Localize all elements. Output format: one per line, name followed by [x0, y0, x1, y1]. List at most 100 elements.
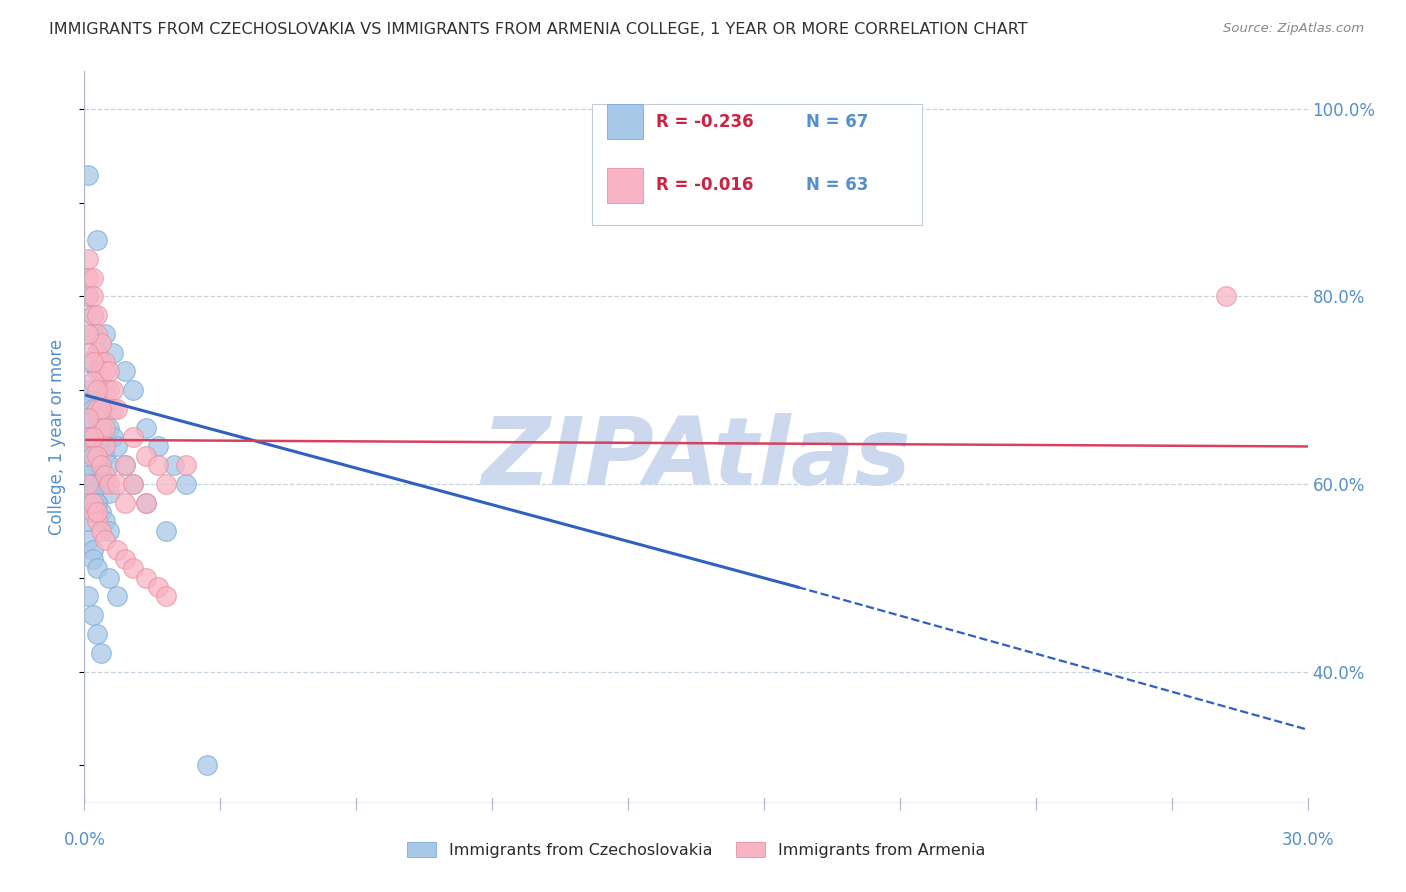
Point	[90, 355, 112, 369]
Point	[77, 383, 100, 397]
Point	[90, 401, 112, 416]
Point	[93, 533, 115, 548]
Text: R = -0.016: R = -0.016	[655, 177, 754, 194]
Point	[114, 458, 136, 473]
Point	[97, 420, 120, 434]
Point	[97, 364, 120, 378]
Point	[122, 430, 145, 444]
Point	[82, 552, 104, 566]
Point	[90, 505, 112, 519]
Point	[174, 458, 197, 473]
Point	[93, 401, 115, 416]
Point	[77, 533, 100, 548]
Point	[97, 486, 120, 500]
Point	[90, 467, 112, 482]
Point	[77, 411, 100, 425]
Point	[90, 420, 112, 434]
Point	[82, 326, 104, 341]
Point	[86, 420, 108, 434]
Point	[1215, 289, 1237, 303]
Point	[93, 449, 115, 463]
Y-axis label: College, 1 year or more: College, 1 year or more	[48, 339, 66, 535]
Point	[93, 467, 115, 482]
Point	[155, 590, 177, 604]
Point	[77, 326, 100, 341]
Point	[86, 449, 108, 463]
Point	[77, 355, 100, 369]
Point	[90, 440, 112, 454]
Point	[86, 505, 108, 519]
Point	[86, 383, 108, 397]
Point	[77, 496, 100, 510]
Point	[90, 383, 112, 397]
Point	[93, 420, 115, 434]
Point	[101, 401, 124, 416]
Point	[82, 608, 104, 623]
Point	[77, 430, 100, 444]
Point	[122, 383, 145, 397]
Point	[82, 392, 104, 407]
Point	[82, 505, 104, 519]
Point	[101, 345, 124, 359]
Text: 0.0%: 0.0%	[63, 831, 105, 849]
Point	[101, 383, 124, 397]
Point	[77, 252, 100, 266]
Text: ZIPAtlas: ZIPAtlas	[481, 413, 911, 505]
Point	[93, 440, 115, 454]
Point	[82, 270, 104, 285]
Point	[77, 430, 100, 444]
Point	[114, 496, 136, 510]
Point	[86, 496, 108, 510]
Point	[174, 477, 197, 491]
Point	[82, 477, 104, 491]
Point	[195, 758, 218, 772]
Point	[82, 449, 104, 463]
Point	[77, 289, 100, 303]
Point	[114, 364, 136, 378]
Point	[86, 233, 108, 247]
Point	[86, 496, 108, 510]
Point	[105, 542, 128, 557]
Point	[82, 440, 104, 454]
Point	[77, 467, 100, 482]
Point	[135, 449, 157, 463]
Legend: Immigrants from Czechoslovakia, Immigrants from Armenia: Immigrants from Czechoslovakia, Immigran…	[401, 836, 991, 864]
Point	[135, 571, 157, 585]
Point	[77, 411, 100, 425]
Point	[86, 345, 108, 359]
Point	[97, 524, 120, 538]
Point	[77, 270, 100, 285]
Point	[97, 571, 120, 585]
Point	[105, 590, 128, 604]
Point	[93, 383, 115, 397]
Text: N = 63: N = 63	[806, 177, 869, 194]
Point	[90, 364, 112, 378]
Point	[122, 477, 145, 491]
Point	[105, 477, 128, 491]
Point	[77, 289, 100, 303]
Point	[82, 430, 104, 444]
Point	[82, 496, 104, 510]
Point	[135, 420, 157, 434]
Point	[97, 477, 120, 491]
Point	[77, 515, 100, 529]
Point	[135, 496, 157, 510]
Text: 30.0%: 30.0%	[1281, 831, 1334, 849]
Point	[93, 364, 115, 378]
Point	[146, 580, 169, 594]
Point	[86, 401, 108, 416]
FancyBboxPatch shape	[606, 168, 644, 203]
Point	[86, 345, 108, 359]
Point	[77, 477, 100, 491]
Point	[114, 458, 136, 473]
Point	[86, 458, 108, 473]
Point	[155, 477, 177, 491]
Point	[82, 542, 104, 557]
Point	[146, 458, 169, 473]
Text: IMMIGRANTS FROM CZECHOSLOVAKIA VS IMMIGRANTS FROM ARMENIA COLLEGE, 1 YEAR OR MOR: IMMIGRANTS FROM CZECHOSLOVAKIA VS IMMIGR…	[49, 22, 1028, 37]
Point	[82, 401, 104, 416]
Point	[82, 289, 104, 303]
Point	[86, 449, 108, 463]
Point	[77, 477, 100, 491]
Point	[77, 168, 100, 182]
